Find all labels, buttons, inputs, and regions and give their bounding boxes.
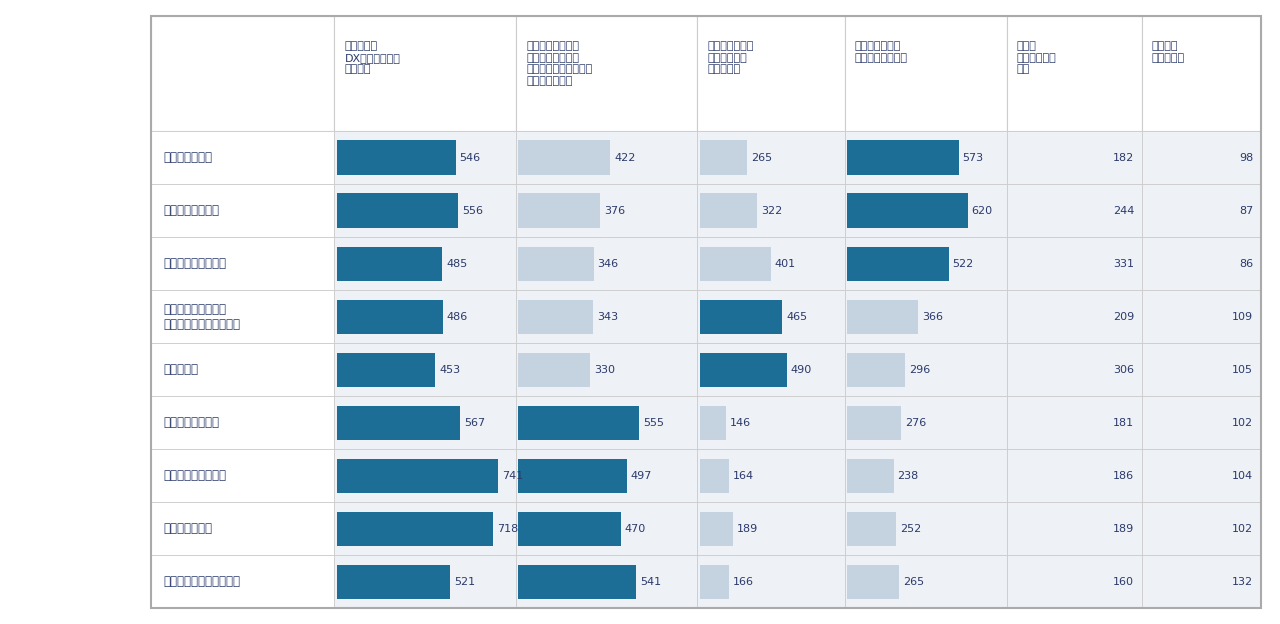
Text: 470: 470: [625, 524, 646, 534]
Text: 102: 102: [1231, 524, 1253, 534]
Text: 366: 366: [923, 312, 943, 322]
Text: 556: 556: [462, 206, 483, 216]
Text: 98: 98: [1239, 153, 1253, 163]
Text: 555: 555: [643, 418, 664, 428]
Text: 331: 331: [1114, 259, 1134, 269]
Text: 166: 166: [733, 577, 754, 587]
Text: 306: 306: [1114, 365, 1134, 375]
Text: 546: 546: [460, 153, 481, 163]
Text: 209: 209: [1112, 312, 1134, 322]
Text: レギュレーション・
ガイドライン違反リスク: レギュレーション・ ガイドライン違反リスク: [164, 303, 241, 331]
Text: 741: 741: [502, 471, 524, 481]
Text: 倫理リスク: 倫理リスク: [164, 363, 198, 376]
Text: その他、
わからない: その他、 わからない: [1152, 41, 1185, 62]
Text: 160: 160: [1114, 577, 1134, 587]
Text: 189: 189: [737, 524, 759, 534]
Text: 109: 109: [1231, 312, 1253, 322]
Text: 522: 522: [952, 259, 974, 269]
Text: 330: 330: [594, 365, 616, 375]
Text: 567: 567: [465, 418, 485, 428]
Text: 104: 104: [1231, 471, 1253, 481]
Text: 182: 182: [1112, 153, 1134, 163]
Text: ビジネス変革リスク: ビジネス変革リスク: [164, 469, 227, 482]
Text: 265: 265: [902, 577, 924, 587]
Text: 186: 186: [1112, 471, 1134, 481]
Text: 事業部門（製造、
調達、営業等）、
商品・サービス開発、
マーケティング: 事業部門（製造、 調達、営業等）、 商品・サービス開発、 マーケティング: [526, 41, 593, 86]
Text: 102: 102: [1231, 418, 1253, 428]
Text: 238: 238: [897, 471, 919, 481]
Text: 401: 401: [774, 259, 796, 269]
Text: 244: 244: [1112, 206, 1134, 216]
Text: 生産性低下リスク: 生産性低下リスク: [164, 416, 220, 429]
Text: 486: 486: [447, 312, 467, 322]
Text: 87: 87: [1239, 206, 1253, 216]
Text: 252: 252: [900, 524, 922, 534]
Text: クラウドリスク: クラウドリスク: [164, 151, 212, 164]
Text: 296: 296: [909, 365, 931, 375]
Text: プライバシーリスク: プライバシーリスク: [164, 257, 227, 270]
Text: データ保護リスク: データ保護リスク: [164, 204, 220, 217]
Text: 265: 265: [750, 153, 772, 163]
Text: 718: 718: [497, 524, 518, 534]
Text: 経営企画、
DX企画・推進、
事業企画: 経営企画、 DX企画・推進、 事業企画: [344, 41, 401, 74]
Text: 322: 322: [760, 206, 782, 216]
Text: 189: 189: [1112, 524, 1134, 534]
Text: 総務、
経理・財務、
人事: 総務、 経理・財務、 人事: [1018, 41, 1057, 74]
Text: 164: 164: [733, 471, 754, 481]
Text: 541: 541: [640, 577, 662, 587]
Text: 485: 485: [447, 259, 467, 269]
Text: 86: 86: [1239, 259, 1253, 269]
Text: 276: 276: [905, 418, 925, 428]
Text: 情報システム、
情報セキュリティ: 情報システム、 情報セキュリティ: [855, 41, 908, 62]
Text: 132: 132: [1231, 577, 1253, 587]
Text: 事業継続リスク: 事業継続リスク: [164, 522, 212, 535]
Text: サプライチェーンリスク: サプライチェーンリスク: [164, 575, 241, 588]
Text: 343: 343: [596, 312, 618, 322]
Text: 146: 146: [730, 418, 751, 428]
Text: 497: 497: [631, 471, 652, 481]
Text: 521: 521: [454, 577, 475, 587]
Text: 181: 181: [1112, 418, 1134, 428]
Text: 346: 346: [598, 259, 618, 269]
Text: 465: 465: [786, 312, 808, 322]
Text: 453: 453: [439, 365, 461, 375]
Text: 490: 490: [791, 365, 812, 375]
Text: 620: 620: [972, 206, 993, 216]
Text: 105: 105: [1233, 365, 1253, 375]
Text: 422: 422: [614, 153, 636, 163]
Text: リスク・コンプ
ライアンス、
監査、法務: リスク・コンプ ライアンス、 監査、法務: [708, 41, 754, 74]
Text: 376: 376: [604, 206, 626, 216]
Text: 573: 573: [963, 153, 983, 163]
